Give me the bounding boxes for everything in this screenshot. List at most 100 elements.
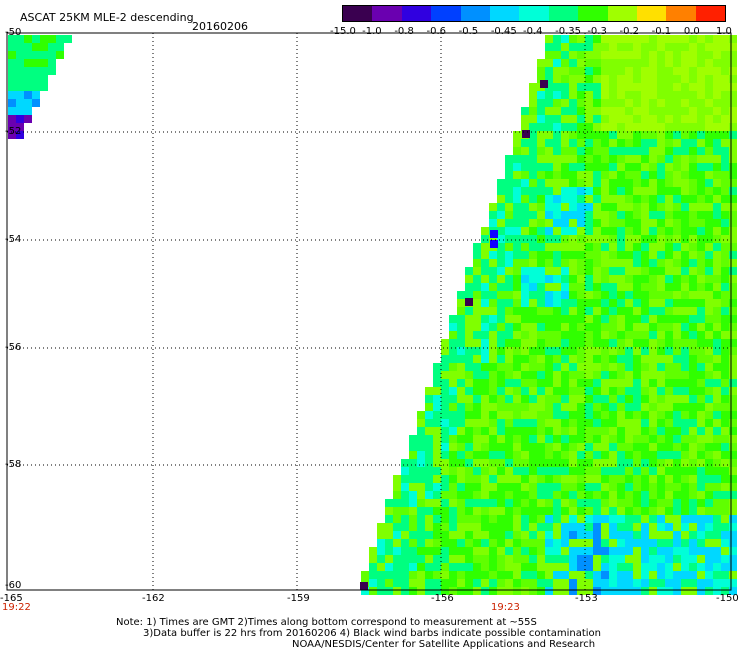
swath-cell — [521, 499, 529, 507]
swath-cell — [473, 299, 481, 307]
swath-cell — [641, 315, 649, 323]
swath-cell — [681, 563, 689, 571]
swath-cell — [497, 587, 505, 595]
swath-cell — [721, 571, 729, 579]
swath-cell — [521, 395, 529, 403]
swath-cell — [481, 339, 489, 347]
swath-cell — [729, 67, 737, 75]
swath-cell — [729, 339, 737, 347]
swath-cell — [689, 403, 697, 411]
swath-cell — [657, 35, 665, 43]
swath-cell — [40, 59, 48, 67]
swath-cell — [441, 467, 449, 475]
swath-cell — [585, 547, 593, 555]
swath-cell — [497, 251, 505, 259]
swath-cell — [681, 339, 689, 347]
swath-cell — [569, 275, 577, 283]
swath-cell — [545, 507, 553, 515]
swath-cell — [665, 563, 673, 571]
swath-cell — [561, 523, 569, 531]
swath-cell — [481, 299, 489, 307]
swath-cell — [665, 155, 673, 163]
swath-cell — [649, 115, 657, 123]
swath-cell — [649, 387, 657, 395]
swath-cell — [425, 411, 433, 419]
swath-cell — [537, 395, 545, 403]
swath-cell — [665, 283, 673, 291]
swath-cell — [729, 355, 737, 363]
swath-cell — [665, 59, 673, 67]
swath-cell — [713, 171, 721, 179]
swath-cell — [609, 539, 617, 547]
swath-cell — [601, 187, 609, 195]
swath-cell — [681, 139, 689, 147]
swath-cell — [489, 299, 497, 307]
swath-cell — [481, 371, 489, 379]
swath-cell — [593, 227, 601, 235]
swath-cell — [673, 419, 681, 427]
swath-cell — [641, 83, 649, 91]
swath-cell — [529, 99, 537, 107]
swath-cell — [601, 323, 609, 331]
swath-cell — [8, 35, 16, 43]
swath-cell — [633, 467, 641, 475]
swath-cell — [529, 379, 537, 387]
swath-cell — [617, 355, 625, 363]
swath-cell — [545, 99, 553, 107]
swath-cell — [649, 291, 657, 299]
swath-cell — [665, 179, 673, 187]
swath-cell — [657, 403, 665, 411]
swath-cell — [481, 539, 489, 547]
swath-cell — [537, 219, 545, 227]
swath-cell — [649, 395, 657, 403]
swath-cell — [521, 267, 529, 275]
swath-cell — [385, 507, 393, 515]
swath-cell — [633, 411, 641, 419]
swath-cell — [601, 483, 609, 491]
swath-cell — [585, 139, 593, 147]
swath-cell — [705, 539, 713, 547]
swath-cell — [441, 547, 449, 555]
swath-cell — [689, 339, 697, 347]
swath-cell — [521, 283, 529, 291]
colorbar-segment — [666, 6, 696, 21]
swath-cell — [649, 43, 657, 51]
swath-cell — [729, 187, 737, 195]
swath-cell — [681, 475, 689, 483]
swath-cell — [729, 35, 737, 43]
swath-cell — [481, 347, 489, 355]
swath-cell — [569, 555, 577, 563]
swath-cell — [713, 419, 721, 427]
swath-cell — [625, 347, 633, 355]
swath-cell — [649, 171, 657, 179]
swath-cell — [497, 211, 505, 219]
swath-cell — [729, 523, 737, 531]
swath-cell — [697, 99, 705, 107]
swath-cell — [609, 131, 617, 139]
swath-cell — [697, 379, 705, 387]
swath-cell — [609, 387, 617, 395]
colorbar-segment — [548, 6, 579, 21]
swath-cell — [729, 307, 737, 315]
swath-cell — [649, 579, 657, 587]
swath-cell — [553, 307, 561, 315]
swath-cell — [521, 147, 529, 155]
swath-cell — [641, 339, 649, 347]
swath-cell — [425, 579, 433, 587]
swath-cell — [721, 427, 729, 435]
swath-cell — [561, 163, 569, 171]
swath-cell — [689, 555, 697, 563]
swath-cell — [585, 515, 593, 523]
swath-cell — [697, 243, 705, 251]
swath-cell — [625, 459, 633, 467]
swath-cell — [665, 395, 673, 403]
swath-cell — [433, 427, 441, 435]
swath-cell — [657, 507, 665, 515]
swath-cell — [593, 323, 601, 331]
swath-cell — [713, 131, 721, 139]
swath-cell — [713, 427, 721, 435]
swath-cell — [505, 331, 513, 339]
swath-cell — [409, 555, 417, 563]
swath-cell — [593, 483, 601, 491]
swath-cell — [393, 507, 401, 515]
